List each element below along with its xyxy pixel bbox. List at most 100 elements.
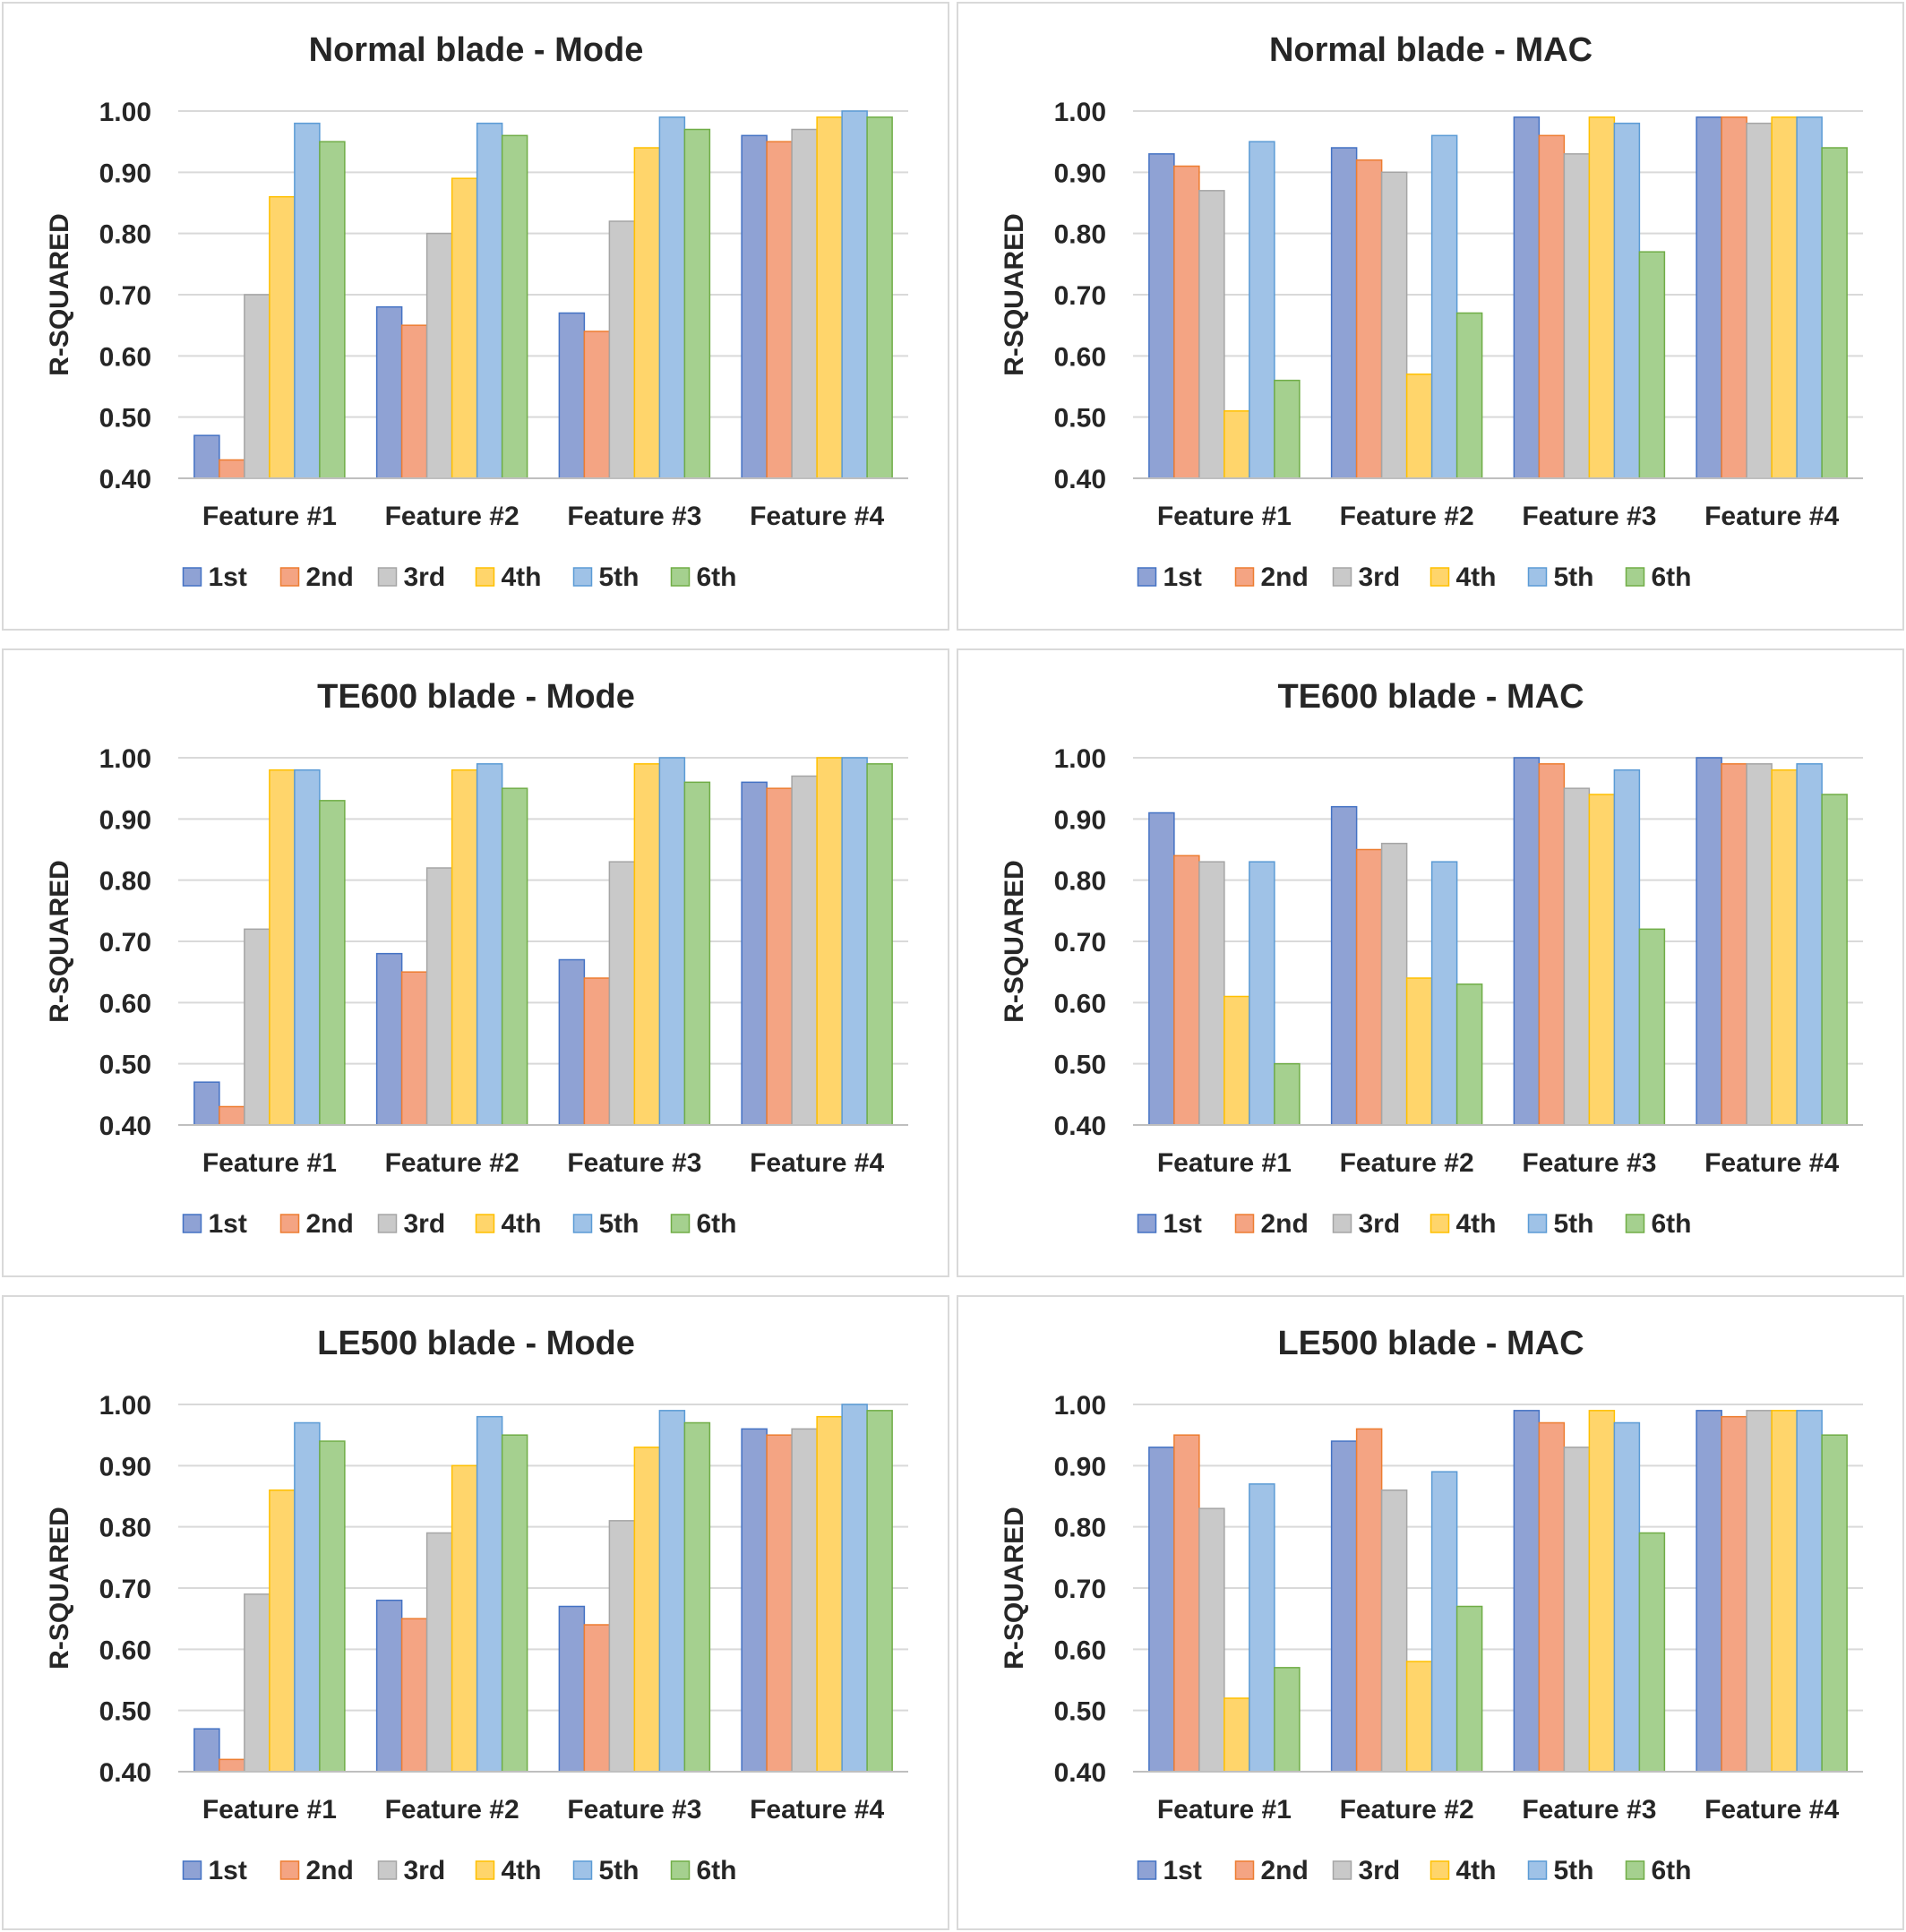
chart-panel-normal-mac: Normal blade - MAC R-SQUARED 0.40 0.50 0.60 0… <box>957 2 1904 631</box>
legend-swatch <box>670 1860 691 1880</box>
y-tick-label: 0.40 <box>1054 1758 1106 1788</box>
bar <box>400 971 428 1126</box>
bar <box>1721 763 1747 1126</box>
bar <box>400 1618 428 1773</box>
y-axis-label: R-SQUARED <box>1000 213 1029 376</box>
bar <box>501 787 528 1126</box>
bar <box>269 195 296 479</box>
bar <box>1274 1062 1301 1126</box>
x-tick-label: Feature #1 <box>202 1795 337 1825</box>
legend-swatch <box>1332 1214 1352 1233</box>
legend-label: 4th <box>1456 1856 1497 1885</box>
legend-label: 3rd <box>1359 562 1401 592</box>
x-tick-label: Feature #3 <box>567 1795 701 1825</box>
legend-swatch <box>377 1860 398 1880</box>
bar <box>1198 190 1225 479</box>
bar <box>375 952 403 1126</box>
bar <box>1249 1483 1275 1773</box>
legend-swatch <box>1430 1860 1450 1880</box>
y-tick-label: 1.00 <box>99 98 151 127</box>
x-tick-label: Feature #3 <box>1522 1148 1656 1178</box>
chart-svg: TE600 blade - MAC R-SQUARED 0.40 0.50 0.60 0.… <box>1000 678 1863 1239</box>
y-tick-label: 0.80 <box>1054 1514 1106 1543</box>
bar <box>400 324 428 479</box>
chart-panel-te600-mac: TE600 blade - MAC R-SQUARED 0.40 0.50 0.60 0.… <box>957 648 1904 1277</box>
legend-swatch <box>182 1860 202 1880</box>
bar <box>244 1593 270 1773</box>
legend-swatch <box>1137 567 1157 587</box>
bar <box>1330 1440 1358 1773</box>
legend-label: 6th <box>697 1209 737 1239</box>
y-tick-label: 0.80 <box>99 867 151 897</box>
bar <box>608 220 636 479</box>
legend-swatch <box>279 1860 300 1880</box>
bar <box>1380 1489 1408 1773</box>
bar <box>1696 116 1722 479</box>
bar <box>683 1421 711 1773</box>
x-tick-label: Feature #1 <box>202 1148 337 1178</box>
bar <box>193 1728 220 1773</box>
legend-label: 3rd <box>404 1856 446 1885</box>
y-tick-label: 0.60 <box>99 989 151 1018</box>
y-tick-label: 1.00 <box>1054 1391 1106 1421</box>
bar <box>1430 1471 1458 1773</box>
bar <box>1638 928 1666 1126</box>
y-tick-label: 0.50 <box>1054 1051 1106 1080</box>
x-tick-label: Feature #3 <box>567 502 701 531</box>
bar <box>425 1532 453 1773</box>
y-tick-label: 0.70 <box>1054 928 1106 957</box>
bar <box>1771 116 1798 479</box>
legend-swatch <box>670 567 691 587</box>
bar <box>1513 757 1541 1126</box>
legend-swatch <box>475 567 495 587</box>
y-tick-label: 0.70 <box>99 928 151 957</box>
legend-label: 5th <box>599 1856 640 1885</box>
bar <box>244 928 270 1126</box>
bar <box>319 141 346 479</box>
y-axis-label: R-SQUARED <box>1000 1507 1029 1670</box>
x-tick-label: Feature #2 <box>385 502 519 531</box>
legend-label: 2nd <box>1261 562 1309 592</box>
legend-swatch <box>1430 567 1450 587</box>
bar <box>558 312 586 479</box>
bar <box>683 128 711 479</box>
legend-swatch <box>475 1860 495 1880</box>
bar <box>1746 1410 1773 1773</box>
legend-label: 5th <box>1554 1856 1594 1885</box>
y-tick-label: 0.90 <box>1054 805 1106 835</box>
y-tick-label: 0.80 <box>99 1514 151 1543</box>
legend-label: 2nd <box>306 562 354 592</box>
legend-swatch <box>572 567 593 587</box>
bar <box>1455 1605 1483 1773</box>
chart-title: LE500 blade - MAC <box>1277 1325 1584 1362</box>
chart-panel-normal-mode: Normal blade - Mode R-SQUARED 0.40 0.50 0.60… <box>2 2 949 631</box>
legend-swatch <box>1527 567 1548 587</box>
bar <box>658 1410 686 1773</box>
bar <box>841 1404 868 1773</box>
bar <box>1355 159 1383 479</box>
legend-swatch <box>1234 567 1255 587</box>
bar <box>219 1758 245 1773</box>
x-tick-label: Feature #2 <box>385 1795 519 1825</box>
legend-swatch <box>572 1214 593 1233</box>
legend-swatch <box>1234 1214 1255 1233</box>
x-tick-label: Feature #2 <box>1340 1148 1474 1178</box>
legend-swatch <box>1137 1860 1157 1880</box>
chart-panel-le500-mode: LE500 blade - Mode R-SQUARED 0.40 0.50 0.60 0… <box>2 1295 949 1930</box>
bar <box>816 116 843 479</box>
bar <box>1223 1697 1250 1773</box>
bar <box>1198 1507 1225 1773</box>
legend-label: 1st <box>1163 1856 1202 1885</box>
legend-label: 6th <box>1652 562 1692 592</box>
y-axis-label: R-SQUARED <box>1000 860 1029 1023</box>
bar <box>501 1434 528 1773</box>
legend-swatch <box>1625 1860 1645 1880</box>
bar <box>741 134 768 479</box>
bar <box>269 769 296 1126</box>
legend-label: 3rd <box>404 562 446 592</box>
x-tick-label: Feature #4 <box>1704 1148 1839 1178</box>
bar <box>583 1624 611 1773</box>
chart-panel-le500-mac: LE500 blade - MAC R-SQUARED 0.40 0.50 0.60 0.… <box>957 1295 1904 1930</box>
legend-swatch <box>1527 1214 1548 1233</box>
